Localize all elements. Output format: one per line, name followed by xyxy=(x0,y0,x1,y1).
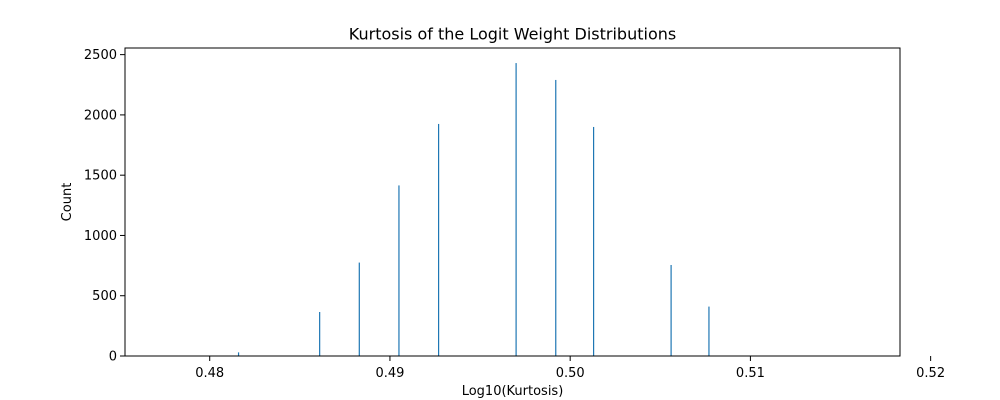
histogram-bar xyxy=(358,262,360,356)
histogram-bar xyxy=(593,126,595,357)
histogram-bar xyxy=(398,185,400,356)
histogram-bar xyxy=(237,352,240,356)
y-axis-ticks: 0 500 1000 1500 2000 2500 xyxy=(84,48,125,365)
histogram-bar xyxy=(708,306,710,356)
histogram-bar xyxy=(670,264,672,356)
x-tick-label: 0.51 xyxy=(736,366,765,381)
chart-title: Kurtosis of the Logit Weight Distributio… xyxy=(349,25,676,44)
y-tick-label: 2000 xyxy=(84,108,117,123)
x-axis-label: Log10(Kurtosis) xyxy=(462,384,564,399)
histogram-bar xyxy=(319,312,321,356)
x-tick-label: 0.49 xyxy=(375,366,404,381)
y-tick-label: 1000 xyxy=(84,229,117,244)
x-tick-label: 0.48 xyxy=(195,366,224,381)
plot-area-frame xyxy=(124,47,901,357)
x-tick-label: 0.52 xyxy=(916,366,945,381)
y-tick-label: 2500 xyxy=(84,48,117,63)
y-tick-label: 0 xyxy=(109,350,117,365)
histogram-bar xyxy=(515,63,517,356)
x-tick-label: 0.50 xyxy=(556,366,585,381)
bars-group xyxy=(237,63,710,357)
y-tick-label: 500 xyxy=(92,289,117,304)
y-axis-label: Count xyxy=(60,183,75,222)
histogram-bar xyxy=(555,79,557,356)
histogram-bar xyxy=(438,123,440,356)
y-tick-label: 1500 xyxy=(84,169,117,184)
x-axis-ticks: 0.48 0.49 0.50 0.51 0.52 xyxy=(195,356,945,381)
